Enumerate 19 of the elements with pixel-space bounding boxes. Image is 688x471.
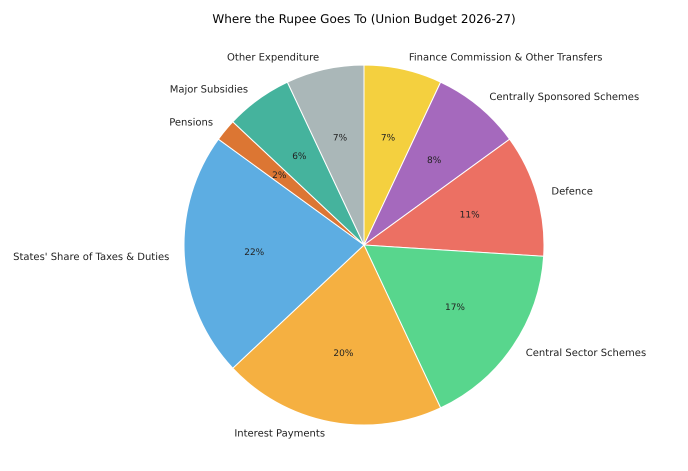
chart-title: Where the Rupee Goes To (Union Budget 2026-27) <box>212 12 516 26</box>
slice-label: Major Subsidies <box>170 84 248 96</box>
data-label: 17% <box>444 302 466 313</box>
slice-label: Other Expenditure <box>227 52 320 64</box>
data-label: 8% <box>426 156 442 166</box>
slice-label: Defence <box>551 186 593 198</box>
data-label: 7% <box>332 134 348 144</box>
slice-label: Finance Commission & Other Transfers <box>408 52 602 64</box>
slice-label: Interest Payments <box>234 428 326 440</box>
data-label: 11% <box>460 210 480 220</box>
data-label: 7% <box>380 134 396 144</box>
data-label: 22% <box>244 248 265 258</box>
slice-label: Pensions <box>169 118 214 129</box>
data-label: 6% <box>292 152 307 162</box>
slice-label: States' Share of Taxes & Duties <box>13 252 170 264</box>
slice-label: Central Sector Schemes <box>526 348 646 359</box>
slice-label: Centrally Sponsored Schemes <box>489 92 640 104</box>
data-label: 20% <box>333 349 354 360</box>
data-label: 2% <box>272 170 287 181</box>
